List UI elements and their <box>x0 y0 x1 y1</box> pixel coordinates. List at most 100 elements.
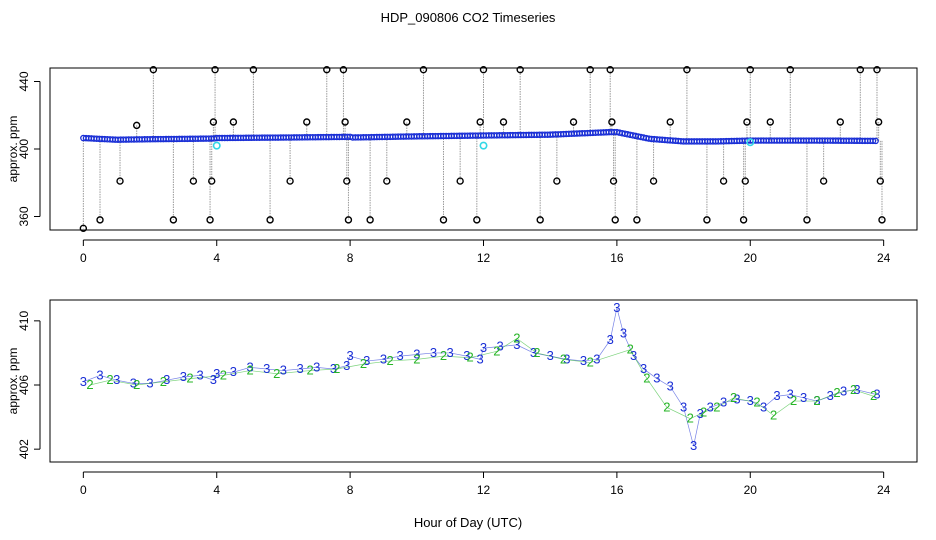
spike-point <box>876 177 885 185</box>
spike-point <box>473 216 481 224</box>
series-marker-3: 3 <box>607 332 614 347</box>
series-marker-2: 2 <box>770 407 777 422</box>
spike-point <box>249 65 258 74</box>
x-tick-label-bottom: 12 <box>477 483 491 497</box>
series-line-2 <box>89 338 874 420</box>
series-marker-3: 3 <box>630 348 637 363</box>
series-marker-3: 3 <box>720 395 727 410</box>
y-tick-label-top: 400 <box>17 139 31 159</box>
series-marker-3: 3 <box>800 390 807 405</box>
series-marker-3: 3 <box>827 388 834 403</box>
spike-point <box>819 177 828 185</box>
spike-point <box>666 118 674 126</box>
y-axis-bottom: 402 406 410 <box>17 311 41 459</box>
plot-frame-bottom <box>49 299 918 463</box>
series-marker-3: 3 <box>330 361 337 376</box>
series-marker-3: 3 <box>697 406 704 421</box>
series-marker-3: 3 <box>580 353 587 368</box>
series-marker-2: 2 <box>627 342 634 357</box>
series-marker-2: 2 <box>643 371 650 386</box>
series-marker-3: 3 <box>430 345 437 360</box>
series-marker-2: 2 <box>160 374 167 389</box>
series-marker-3: 3 <box>280 363 287 378</box>
spike-points-top <box>79 65 886 233</box>
x-tick-label-bottom: 24 <box>877 483 891 497</box>
series-marker-3: 3 <box>397 348 404 363</box>
y-tick-label-bottom: 406 <box>17 375 31 395</box>
spike-point <box>516 65 524 74</box>
series-marker-2: 2 <box>246 363 253 378</box>
x-tick-label-top: 12 <box>477 251 491 265</box>
series-marker-3: 3 <box>380 351 387 366</box>
series-marker-3: 3 <box>447 345 454 360</box>
spike-point <box>856 65 865 74</box>
spike-lines-top <box>82 69 883 229</box>
series-marker-2: 2 <box>713 399 720 414</box>
series-marker-3: 3 <box>146 375 153 390</box>
series-marker-3: 3 <box>530 345 537 360</box>
spike-point <box>116 177 124 185</box>
spike-point <box>611 216 619 224</box>
series-marker-3: 3 <box>296 361 303 376</box>
spike-point <box>211 65 219 74</box>
x-tick-label-bottom: 8 <box>347 483 354 497</box>
spike-point <box>803 216 811 224</box>
spike-point <box>873 65 881 74</box>
spike-point <box>149 65 158 74</box>
y-tick-label-bottom: 402 <box>17 439 31 459</box>
series-marker-3: 3 <box>480 340 487 355</box>
series-marker-2: 2 <box>106 372 113 387</box>
spike-point <box>553 177 561 185</box>
series-marker-3: 3 <box>180 369 187 384</box>
series-marker-3: 3 <box>80 374 87 389</box>
spike-point <box>586 65 594 74</box>
spike-point <box>649 177 658 185</box>
x-tick-label-top: 0 <box>80 251 87 265</box>
spike-point <box>609 177 618 185</box>
baseline-point <box>869 137 877 145</box>
spike-point <box>208 177 216 185</box>
series-marker-2: 2 <box>870 388 877 403</box>
spike-point <box>878 216 886 224</box>
spike-point <box>323 65 331 74</box>
spike-point <box>419 65 428 74</box>
spike-point <box>606 65 614 74</box>
series-marker-2: 2 <box>687 411 694 426</box>
spike-point <box>836 118 845 126</box>
spike-point <box>703 216 711 224</box>
series-marker-2: 2 <box>440 348 447 363</box>
series-marker-3: 3 <box>680 399 687 414</box>
series-marker-2: 2 <box>560 351 567 366</box>
series-marker-2: 2 <box>533 345 540 360</box>
reference-point <box>212 141 221 150</box>
series-marker-2: 2 <box>813 393 820 408</box>
spike-point <box>366 216 374 224</box>
x-axis-label: Hour of Day (UTC) <box>414 515 522 530</box>
series-marker-3: 3 <box>96 367 103 382</box>
y-tick-label-top: 360 <box>17 206 31 226</box>
x-tick-label-bottom: 0 <box>80 483 87 497</box>
series-marker-2: 2 <box>86 377 93 392</box>
spike-point <box>536 216 544 224</box>
spike-point <box>746 65 754 74</box>
x-tick-label-bottom: 4 <box>213 483 220 497</box>
spike-point <box>132 121 141 130</box>
series-marker-3: 3 <box>667 379 674 394</box>
x-tick-label-top: 4 <box>213 251 220 265</box>
series-marker-3: 3 <box>840 383 847 398</box>
spike-point <box>456 177 464 185</box>
baseline-point <box>872 137 879 145</box>
spike-point <box>403 118 411 126</box>
spike-point <box>96 216 104 224</box>
series-marker-3: 3 <box>690 438 697 453</box>
series-marker-2: 2 <box>186 371 193 386</box>
series-marker-3: 3 <box>547 348 554 363</box>
series-marker-2: 2 <box>513 330 520 345</box>
series-marker-3: 3 <box>213 366 220 381</box>
y-axis-top: 360 400 440 <box>17 71 41 227</box>
figure-title: HDP_090806 CO2 Timeseries <box>381 10 556 25</box>
series-marker-3: 3 <box>620 326 627 341</box>
spike-point <box>683 65 691 74</box>
series-marker-2: 2 <box>753 395 760 410</box>
spike-point <box>739 216 748 224</box>
